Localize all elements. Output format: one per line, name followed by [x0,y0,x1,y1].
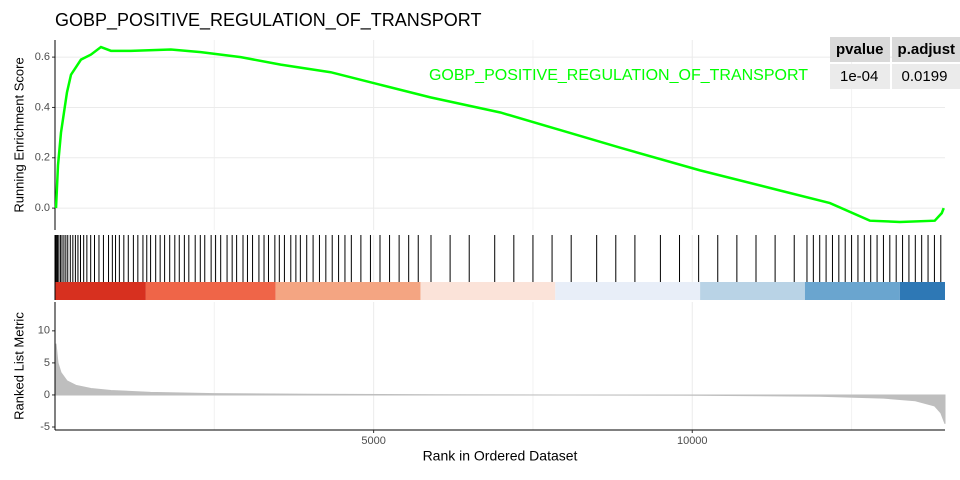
color-band [700,282,805,300]
table-header: p.adjust [891,37,960,62]
chart-title: GOBP_POSITIVE_REGULATION_OF_TRANSPORT [55,10,481,31]
y-tick-label: 10 [38,325,50,337]
y-tick-label: 0.2 [35,152,50,164]
y-tick-label: 0.0 [35,202,50,214]
color-band [145,282,276,300]
table-header: pvalue [830,37,890,62]
x-axis-label: Rank in Ordered Dataset [423,448,578,464]
legend-label: GOBP_POSITIVE_REGULATION_OF_TRANSPORT [429,67,808,84]
y-tick-label: 5 [44,357,50,369]
stats-table: pvalue p.adjust 1e-04 0.0199 [828,35,960,91]
color-band [275,282,421,300]
table: pvalue p.adjust 1e-04 0.0199 [828,35,960,91]
y-axis-label: Running Enrichment Score [11,57,26,212]
color-band [420,282,556,300]
metric-area [55,343,946,424]
x-tick-label: 5000 [361,435,385,447]
y-tick-label: -5 [40,421,50,433]
es-line [54,45,945,224]
x-tick-label: 10000 [677,435,708,447]
y-axis-label: Ranked List Metric [11,312,26,420]
table-cell: 0.0199 [891,64,960,89]
color-band [55,282,146,300]
color-band [899,282,945,300]
y-tick-label: 0.4 [35,101,50,113]
color-band [804,282,900,300]
color-band [555,282,701,300]
y-tick-label: 0.6 [35,51,50,63]
y-tick-label: 0 [44,389,50,401]
table-cell: 1e-04 [830,64,890,89]
